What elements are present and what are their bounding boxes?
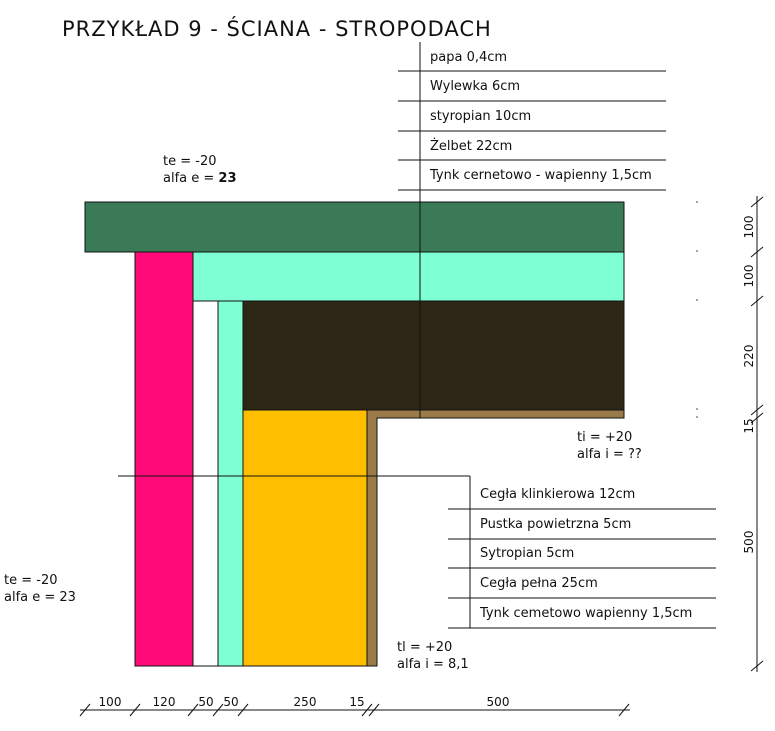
- dimension-label: 120: [153, 695, 176, 709]
- dimension-tick: [79, 703, 91, 717]
- dimension-label: 100: [742, 265, 756, 288]
- top-exterior-temperature: te = -20: [163, 154, 217, 169]
- interior-alfa-lower: alfa i = 8,1: [397, 657, 469, 672]
- dimension-label: 50: [198, 695, 213, 709]
- dimension-label: 220: [742, 345, 756, 368]
- roof-layer-label: styropian 10cm: [430, 109, 531, 124]
- dimension-tick: [750, 404, 764, 416]
- dimension-label: 250: [294, 695, 317, 709]
- roof-styrofoam-layer: [192, 251, 625, 302]
- dimension-tick: [618, 703, 630, 717]
- dimension-label: 50: [223, 695, 238, 709]
- reference-dot: [696, 416, 698, 418]
- roof-membrane-layer: [84, 201, 625, 253]
- dimension-label: 100: [742, 216, 756, 239]
- dimension-label: 500: [742, 531, 756, 554]
- reference-dot: [696, 201, 698, 203]
- dimension-tick: [187, 703, 199, 717]
- wall-layer-label: Tynk cemetowo wapienny 1,5cm: [479, 606, 692, 621]
- wall-layer-label: Pustka powietrzna 5cm: [480, 517, 631, 532]
- left-exterior-temperature: te = -20: [4, 573, 58, 588]
- roof-layer-label: papa 0,4cm: [430, 50, 507, 65]
- roof-layer-label: Wylewka 6cm: [430, 79, 520, 94]
- left-exterior-alfa: alfa e = 23: [4, 590, 76, 605]
- interior-temperature-lower: tl = +20: [397, 640, 452, 655]
- dimension-tick: [361, 703, 373, 717]
- top-exterior-alfa: alfa e = 23: [163, 171, 237, 186]
- wall-layer-label: Cegła klinkierowa 12cm: [480, 487, 635, 502]
- dimension-tick: [129, 703, 141, 717]
- roof-layer-label: Żelbet 22cm: [430, 138, 512, 154]
- wall-layer-label: Sytropian 5cm: [480, 546, 574, 561]
- dimension-tick: [368, 703, 380, 717]
- horizontal-dimension-ticks: [79, 703, 630, 717]
- drawing-title: PRZYKŁAD 9 - ŚCIANA - STROPODACH: [62, 16, 492, 41]
- dimension-label: 15: [742, 418, 756, 433]
- roof-layer-label: Tynk cernetowo - wapienny 1,5cm: [429, 168, 652, 183]
- dimension-tick: [750, 196, 764, 208]
- dimension-label: 100: [99, 695, 122, 709]
- clinker-brick-layer: [134, 251, 194, 667]
- dimension-tick: [750, 660, 764, 672]
- wall-styrofoam-layer: [217, 300, 244, 667]
- dimension-tick: [237, 703, 249, 717]
- dimension-label: 15: [349, 695, 364, 709]
- wall-layer-label: Cegła pełna 25cm: [480, 576, 598, 591]
- dimension-tick: [750, 295, 764, 307]
- interior-alfa-upper: alfa i = ??: [577, 447, 642, 462]
- dimension-label: 500: [487, 695, 510, 709]
- reference-dot: [696, 250, 698, 252]
- reference-dot: [696, 408, 698, 410]
- vertical-dimension-ticks: [750, 196, 764, 672]
- dimension-tick: [212, 703, 224, 717]
- solid-brick-layer: [242, 409, 368, 667]
- dimension-tick: [750, 246, 764, 258]
- concrete-slab-layer: [242, 300, 625, 411]
- reference-dot: [696, 299, 698, 301]
- interior-temperature-upper: ti = +20: [577, 430, 632, 445]
- air-gap-layer: [192, 300, 219, 667]
- dimension-tick: [750, 412, 764, 424]
